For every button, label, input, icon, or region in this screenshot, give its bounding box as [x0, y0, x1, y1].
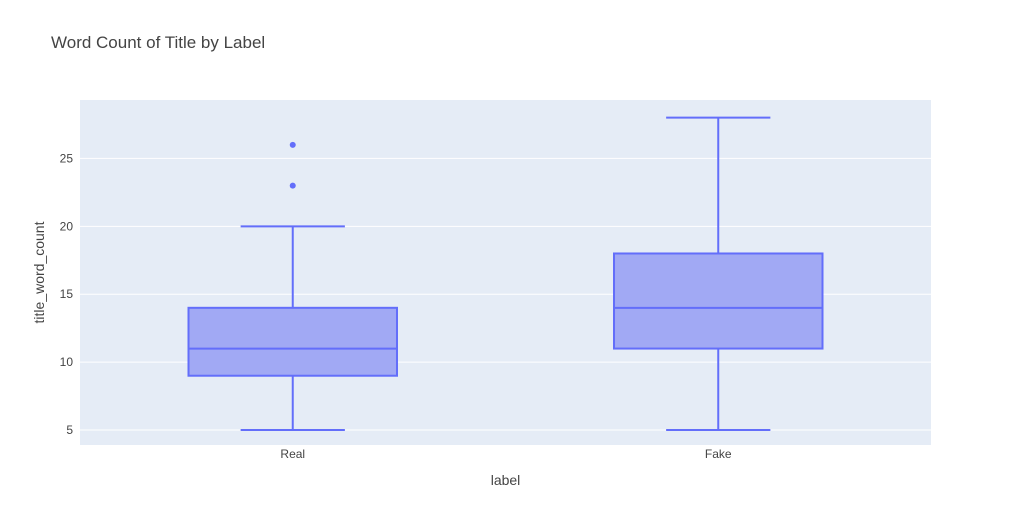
x-axis-title: label: [491, 472, 521, 488]
y-tick-label: 25: [60, 151, 74, 165]
outlier-point: [289, 141, 296, 148]
chart-title: Word Count of Title by Label: [51, 33, 266, 52]
iqr-box: [613, 252, 824, 350]
outlier-point: [289, 182, 296, 189]
iqr-box: [187, 306, 398, 377]
boxes: [187, 116, 824, 432]
box-real: [187, 141, 398, 432]
y-tick-labels: 5 10 15 20 25: [60, 151, 74, 437]
x-tick-labels: Real Fake: [280, 447, 732, 461]
y-tick-label: 5: [66, 423, 73, 437]
x-tick-label: Real: [280, 447, 305, 461]
y-tick-label: 20: [60, 219, 74, 233]
y-axis-title: title_word_count: [31, 221, 47, 323]
x-tick-label: Fake: [705, 447, 732, 461]
y-tick-label: 10: [60, 355, 74, 369]
y-tick-label: 15: [60, 287, 74, 301]
box-fake: [613, 116, 824, 432]
